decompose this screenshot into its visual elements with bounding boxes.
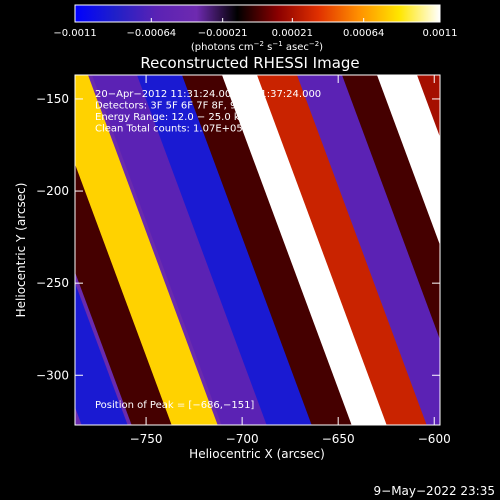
y-tick-label: −300 xyxy=(36,368,69,382)
colorbar-tick-label: 0.00064 xyxy=(343,28,384,39)
colorbar-tick-label: −0.00021 xyxy=(198,28,248,39)
peak-position-label: Position of Peak = [−686,−151] xyxy=(95,400,254,411)
annotation-line: Detectors: 3F 5F 6F 7F 8F, 9F xyxy=(95,101,242,112)
colorbar-unit-label: (photons cm−2 s−1 asec−2) xyxy=(191,40,323,53)
annotation-line: Clean Total counts: 1.07E+05 xyxy=(95,124,243,135)
plot-area: −750 −700 −650 −600 −150 −200 −250 −300 xyxy=(36,74,451,446)
colorbar-tick-label: −0.00064 xyxy=(126,28,176,39)
heatmap-stripe xyxy=(181,75,358,425)
axis-ticks: −750 −700 −650 −600 −150 −200 −250 −300 xyxy=(36,75,451,446)
y-tick-label: −250 xyxy=(36,276,69,290)
colorbar-tick-label: 0.0011 xyxy=(423,28,458,39)
heatmap-stripe xyxy=(341,75,440,340)
heatmap-stripe xyxy=(416,75,440,138)
heatmap-stripes xyxy=(75,75,440,425)
colorbar-tick-label: 0.00021 xyxy=(272,28,313,39)
heatmap-stripe xyxy=(75,75,218,425)
y-tick-label: −200 xyxy=(36,184,69,198)
x-tick-label: −750 xyxy=(130,432,163,446)
x-tick-label: −600 xyxy=(418,432,451,446)
heatmap-stripe xyxy=(376,75,440,246)
colorbar: −0.0011 −0.00064 −0.00021 0.00021 0.00064 0.0… xyxy=(53,4,458,53)
y-tick-label: −150 xyxy=(36,92,69,106)
heatmap-stripe xyxy=(256,75,433,425)
colorbar-strip xyxy=(74,4,441,23)
footer-date: 9−May−2022 23:35 xyxy=(374,484,496,498)
colorbar-ticks: −0.0011 −0.00064 −0.00021 0.00021 0.00064 0.0… xyxy=(53,18,458,39)
heatmap-stripe xyxy=(91,75,268,425)
x-axis-label: Heliocentric X (arcsec) xyxy=(189,447,325,461)
heatmap-stripe xyxy=(136,75,313,425)
annotation-line: Energy Range: 12.0 − 25.0 keV xyxy=(95,112,252,123)
annotation-line: 20−Apr−2012 11:31:24.000 to 11:37:24.000 xyxy=(95,89,321,100)
info-annotations: 20−Apr−2012 11:31:24.000 to 11:37:24.000… xyxy=(95,89,321,135)
x-tick-label: −700 xyxy=(226,432,259,446)
heatmap-stripe xyxy=(75,282,128,425)
heatmap-stripe xyxy=(296,75,440,425)
x-tick-label: −650 xyxy=(322,432,355,446)
chart-title: Reconstructed RHESSI Image xyxy=(140,54,359,72)
y-axis-label: Heliocentric Y (arcsec) xyxy=(14,183,28,318)
heatmap-stripe xyxy=(221,75,398,425)
plot-frame xyxy=(74,74,441,426)
colorbar-tick-label: −0.0011 xyxy=(53,28,96,39)
